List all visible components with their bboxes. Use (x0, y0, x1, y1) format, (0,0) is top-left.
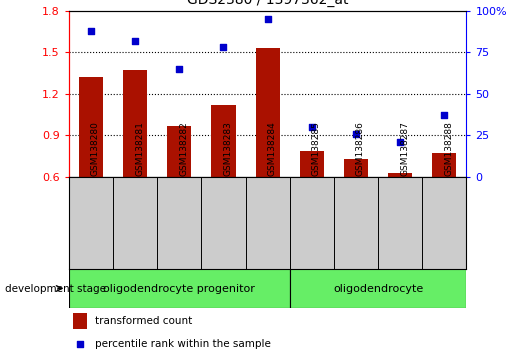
Text: oligodendrocyte progenitor: oligodendrocyte progenitor (103, 284, 255, 293)
Bar (299, 151, 324, 177)
Text: transformed count: transformed count (95, 316, 192, 326)
Bar (290, 269, 466, 308)
Bar (255, 48, 280, 177)
Bar (432, 153, 456, 177)
Bar (167, 126, 191, 177)
Point (396, 139, 404, 145)
Point (175, 66, 183, 72)
Point (76, 341, 84, 347)
Bar (73, 313, 87, 329)
Point (440, 113, 448, 118)
Bar (79, 77, 103, 177)
Title: GDS2380 / 1397362_at: GDS2380 / 1397362_at (187, 0, 348, 7)
Text: development stage: development stage (5, 284, 107, 293)
Point (352, 131, 360, 137)
Point (263, 16, 272, 22)
Text: percentile rank within the sample: percentile rank within the sample (95, 339, 271, 349)
Bar (211, 105, 236, 177)
Point (131, 38, 139, 44)
Bar (344, 159, 368, 177)
Point (307, 124, 316, 130)
Point (219, 44, 228, 50)
Bar (69, 269, 290, 308)
Bar (388, 173, 412, 177)
Bar (123, 70, 147, 177)
Point (87, 28, 95, 33)
Text: oligodendrocyte: oligodendrocyte (333, 284, 423, 293)
